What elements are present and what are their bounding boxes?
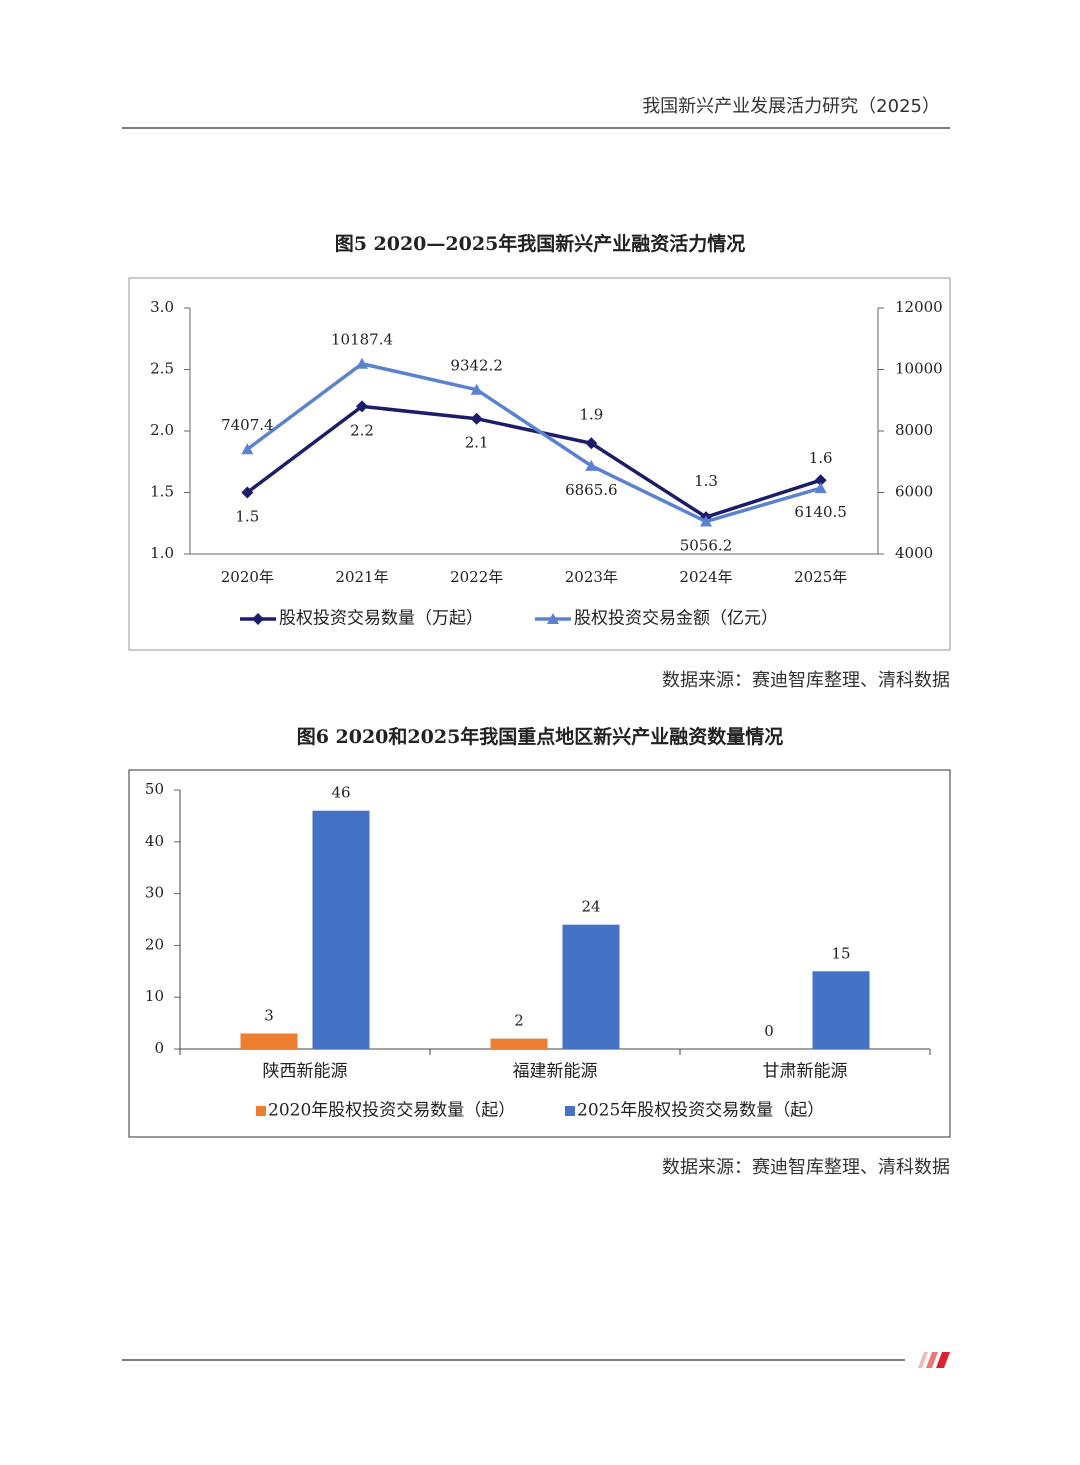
legend-marker xyxy=(547,613,559,624)
y-tick-label: 4000 xyxy=(895,544,933,562)
x-tick-label: 2025年 xyxy=(794,568,847,586)
bar xyxy=(490,1038,548,1049)
y-tick-label: 1.0 xyxy=(150,544,174,562)
legend-swatch xyxy=(565,1106,575,1116)
y-tick-label: 30 xyxy=(145,884,164,902)
legend-label: 股权投资交易数量（万起） xyxy=(279,609,483,629)
y-tick-label: 40 xyxy=(145,832,164,850)
y-tick-label: 3.0 xyxy=(150,298,174,316)
data-label: 2.2 xyxy=(350,421,374,439)
chart-title: 图6 2020和2025年我国重点地区新兴产业融资数量情况 xyxy=(297,725,784,748)
legend-swatch xyxy=(256,1106,266,1116)
data-label: 1.9 xyxy=(579,405,603,423)
x-tick-label: 2020年 xyxy=(221,568,274,586)
data-label: 46 xyxy=(331,784,350,802)
y-tick-label: 1.5 xyxy=(150,483,174,501)
source-note: 数据来源：赛迪智库整理、清科数据 xyxy=(662,670,950,691)
legend-label: 2020年股权投资交易数量（起） xyxy=(268,1101,515,1121)
x-tick-label: 2023年 xyxy=(565,568,618,586)
data-marker xyxy=(470,412,483,425)
chart-frame xyxy=(128,769,951,1138)
x-tick-label: 2022年 xyxy=(450,568,503,586)
data-label: 1.6 xyxy=(809,449,833,467)
x-tick-label: 2021年 xyxy=(335,568,388,586)
line-series xyxy=(246,361,822,524)
x-tick-label: 甘肃新能源 xyxy=(763,1062,848,1082)
y-tick-label: 10 xyxy=(145,987,164,1005)
x-tick-label: 福建新能源 xyxy=(513,1062,598,1082)
logo xyxy=(918,1352,950,1368)
legend-label: 股权投资交易金额（亿元） xyxy=(574,609,778,629)
data-marker xyxy=(356,400,368,413)
legend-marker xyxy=(252,613,264,625)
data-label: 9342.2 xyxy=(450,357,503,375)
data-label: 2.1 xyxy=(465,434,489,452)
y-tick-label: 50 xyxy=(145,780,164,798)
chart-frame xyxy=(128,277,951,651)
data-label: 5056.2 xyxy=(680,537,733,555)
data-marker xyxy=(241,443,254,455)
y-tick-label: 10000 xyxy=(895,360,943,378)
data-marker xyxy=(470,383,483,395)
data-label: 6140.5 xyxy=(794,503,847,521)
bar xyxy=(562,924,620,1049)
y-tick-label: 12000 xyxy=(895,298,943,316)
data-label: 6865.6 xyxy=(565,481,618,499)
y-tick-label: 2.5 xyxy=(150,360,174,378)
y-tick-label: 20 xyxy=(145,935,164,953)
data-label: 1.3 xyxy=(694,472,718,490)
data-label: 3 xyxy=(264,1006,274,1024)
data-marker xyxy=(585,459,598,471)
data-marker xyxy=(241,486,254,499)
data-label: 7407.4 xyxy=(221,416,274,434)
data-marker xyxy=(700,515,712,527)
x-tick-label: 2024年 xyxy=(679,568,732,586)
chart-title: 图5 2020—2025年我国新兴产业融资活力情况 xyxy=(335,232,746,255)
line-series xyxy=(246,404,822,520)
legend-label: 2025年股权投资交易数量（起） xyxy=(577,1101,824,1121)
data-marker xyxy=(814,482,827,494)
data-marker xyxy=(356,357,368,369)
bar xyxy=(812,971,870,1049)
y-tick-label: 8000 xyxy=(895,421,933,439)
x-tick-label: 陕西新能源 xyxy=(263,1062,348,1082)
y-tick-label: 2.0 xyxy=(150,421,174,439)
data-label: 15 xyxy=(831,944,850,962)
data-marker xyxy=(585,437,598,450)
data-marker xyxy=(814,474,827,487)
data-label: 24 xyxy=(581,898,600,916)
data-label: 10187.4 xyxy=(331,331,393,349)
bar xyxy=(312,810,370,1049)
y-tick-label: 0 xyxy=(154,1039,164,1057)
data-label: 2 xyxy=(514,1012,524,1030)
bar xyxy=(240,1033,298,1049)
header-title: 我国新兴产业发展活力研究（2025） xyxy=(642,96,940,117)
data-label: 1.5 xyxy=(235,508,259,526)
y-tick-label: 6000 xyxy=(895,483,933,501)
data-label: 0 xyxy=(764,1022,774,1040)
source-note: 数据来源：赛迪智库整理、清科数据 xyxy=(662,1157,950,1178)
